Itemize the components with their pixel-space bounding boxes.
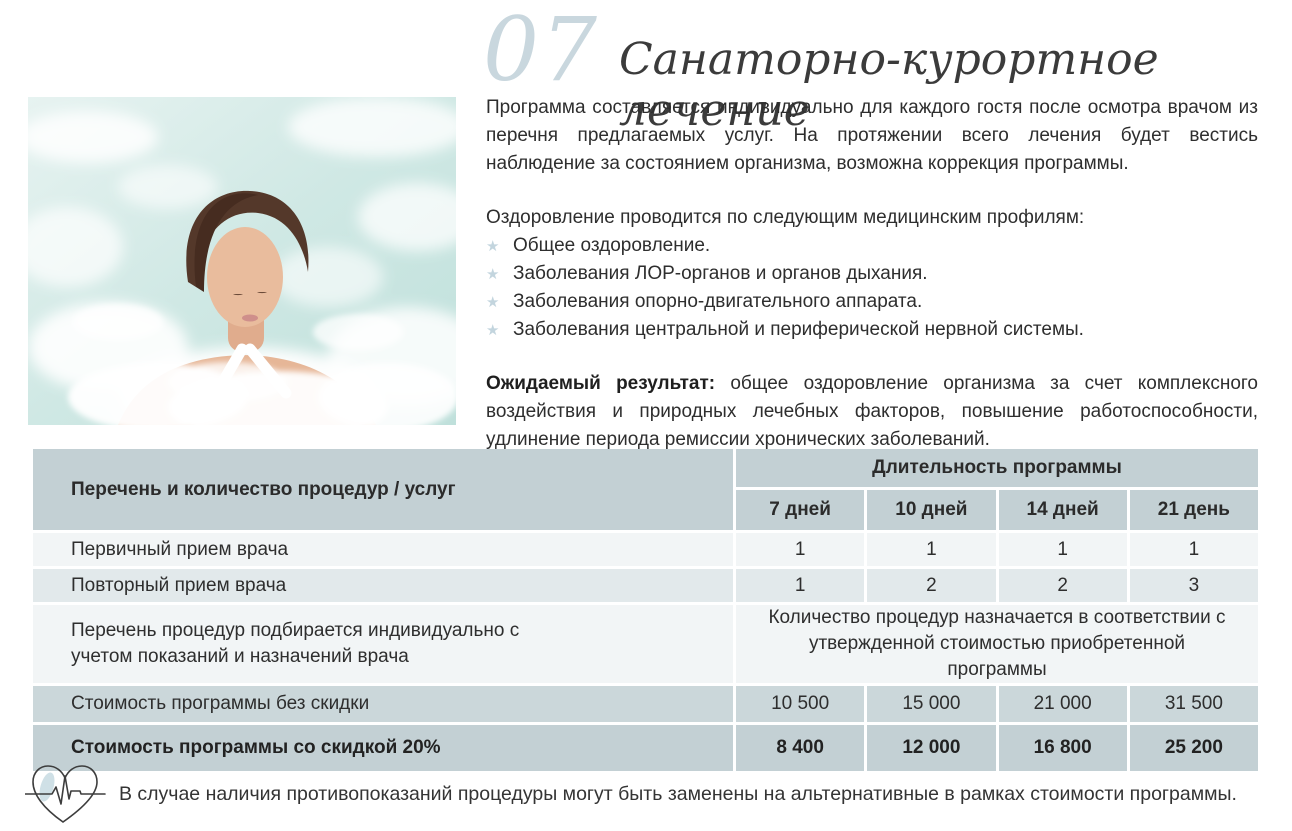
cell-value: 1 — [1129, 533, 1258, 566]
intro-paragraph: Программа составляется индивидуально для… — [486, 97, 1258, 174]
expected-result-paragraph: Ожидаемый результат: общее оздоровление … — [486, 370, 1258, 454]
cell-value: 1 — [736, 533, 865, 566]
table-row-total: Стоимость программы со скидкой 20% 8 400… — [33, 725, 1258, 771]
cell-value: 15 000 — [867, 686, 996, 722]
table-subheader-row: 7 дней 10 дней 14 дней 21 день — [33, 490, 1258, 530]
row-label-text: Перечень процедур подбирается индивидуал… — [71, 620, 520, 667]
list-item-label: Заболевания центральной и периферической… — [513, 319, 1084, 340]
cell-value: 1 — [867, 533, 996, 566]
row-label: Стоимость программы без скидки — [33, 686, 733, 722]
star-bullet-icon: ★ — [486, 266, 500, 283]
page-header: 07 Санаторно-курортное лечение — [483, 0, 1292, 136]
list-item-label: Заболевания опорно-двигательного аппарат… — [513, 291, 923, 312]
table-row: Стоимость программы без скидки 10 500 15… — [33, 686, 1258, 722]
table-row: Перечень процедур подбирается индивидуал… — [33, 605, 1258, 683]
spacer — [486, 344, 1258, 370]
column-header-10-days: 10 дней — [867, 490, 996, 530]
star-bullet-icon: ★ — [486, 238, 500, 255]
table-row: Повторный прием врача 1 2 2 3 — [33, 569, 1258, 602]
cell-value: 8 400 — [736, 725, 865, 771]
column-header-14-days: 14 дней — [998, 490, 1127, 530]
list-item: ★ Заболевания опорно-двигательного аппар… — [486, 288, 1258, 316]
column-header-21-days: 21 день — [1129, 490, 1258, 530]
cell-value: 1 — [998, 533, 1127, 566]
cell-value: 3 — [1129, 569, 1258, 602]
list-item: ★ Заболевания центральной и периферическ… — [486, 316, 1258, 344]
table-header-row: Перечень и количество процедур / услуг Д… — [33, 449, 1258, 530]
list-item-label: Заболевания ЛОР-органов и органов дыхани… — [513, 263, 928, 284]
footnote: В случае наличия противопоказаний процед… — [25, 760, 1270, 828]
cell-value: 10 500 — [736, 686, 865, 722]
program-table-wrap: Перечень и количество процедур / услуг Д… — [30, 446, 1261, 774]
expected-result-text: общее оздоровление организма за счет ком… — [486, 373, 1258, 450]
program-table: Перечень и количество процедур / услуг Д… — [30, 446, 1261, 774]
list-item: ★ Заболевания ЛОР-органов и органов дыха… — [486, 260, 1258, 288]
cell-value: 2 — [867, 569, 996, 602]
table-row: Первичный прием врача 1 1 1 1 — [33, 533, 1258, 566]
intro-copy: Программа составляется индивидуально для… — [486, 94, 1258, 454]
profiles-heading: Оздоровление проводится по следующим мед… — [486, 207, 1085, 228]
cell-value: 16 800 — [998, 725, 1127, 771]
cell-value: 31 500 — [1129, 686, 1258, 722]
list-item: ★ Общее оздоровление. — [486, 232, 1258, 260]
cell-value: 2 — [998, 569, 1127, 602]
cell-value: 21 000 — [998, 686, 1127, 722]
row-label: Стоимость программы со скидкой 20% — [33, 725, 733, 771]
cell-value: 1 — [736, 569, 865, 602]
star-bullet-icon: ★ — [486, 294, 500, 311]
cell-value: 12 000 — [867, 725, 996, 771]
column-header-services: Перечень и количество процедур / услуг — [33, 449, 733, 530]
row-label: Перечень процедур подбирается индивидуал… — [33, 605, 733, 683]
column-header-7-days: 7 дней — [736, 490, 865, 530]
page-number: 07 — [483, 0, 599, 101]
list-item-label: Общее оздоровление. — [513, 235, 711, 256]
profiles-list: ★ Общее оздоровление. ★ Заболевания ЛОР-… — [486, 232, 1258, 344]
row-label: Повторный прием врача — [33, 569, 733, 602]
merged-cell: Количество процедур назначается в соотве… — [736, 605, 1258, 683]
expected-result-label: Ожидаемый результат: — [486, 373, 716, 394]
spa-photo — [28, 97, 456, 425]
spa-photo-illustration — [28, 97, 456, 425]
star-bullet-icon: ★ — [486, 322, 500, 339]
heart-ecg-icon — [25, 765, 106, 823]
row-label: Первичный прием врача — [33, 533, 733, 566]
page-title: Санаторно-курортное лечение — [618, 34, 1159, 136]
cell-value: 25 200 — [1129, 725, 1258, 771]
column-header-duration-group: Длительность программы — [736, 449, 1258, 487]
footnote-text: В случае наличия противопоказаний процед… — [119, 782, 1237, 805]
spacer — [486, 178, 1258, 204]
